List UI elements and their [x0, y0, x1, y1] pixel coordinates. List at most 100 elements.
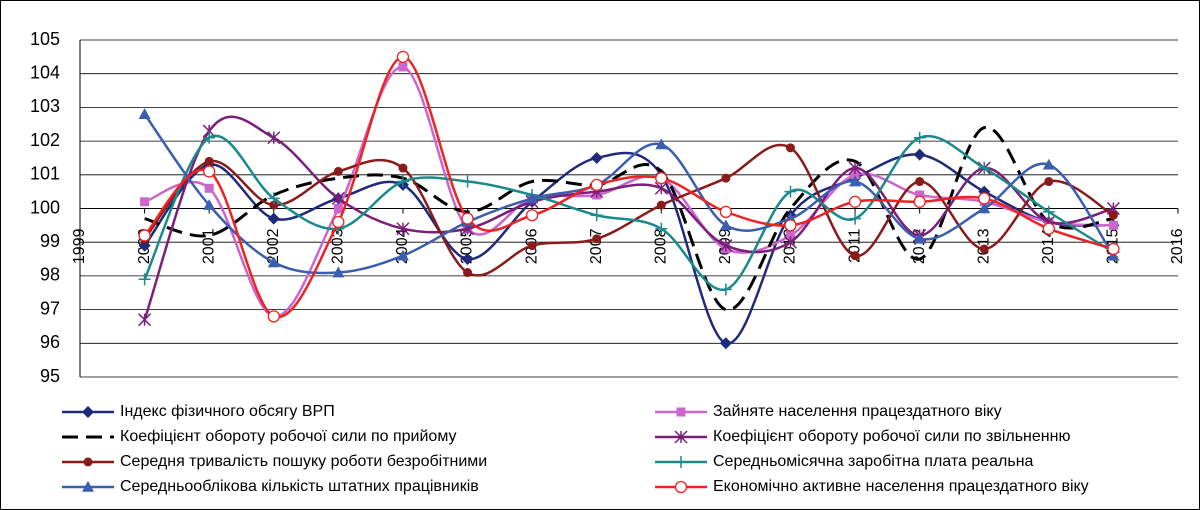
marker	[979, 244, 989, 254]
marker	[1107, 242, 1120, 256]
marker	[82, 481, 94, 492]
marker	[674, 480, 688, 494]
marker	[784, 219, 797, 232]
x-tick-label: 2016	[1169, 228, 1186, 264]
marker	[1042, 222, 1055, 235]
marker	[913, 131, 926, 144]
marker	[849, 175, 862, 187]
y-tick-label: 104	[30, 62, 60, 82]
marker	[461, 253, 474, 266]
marker	[719, 337, 732, 350]
marker	[269, 200, 279, 210]
marker	[138, 239, 151, 252]
legend-item: Економічно активне населення працездатно…	[655, 478, 1089, 495]
marker	[655, 222, 668, 235]
x-tick-label: 2008	[653, 228, 670, 264]
marker	[850, 251, 860, 261]
series-line	[144, 126, 1114, 312]
marker	[848, 161, 862, 175]
x-tick-label: 2003	[330, 228, 347, 264]
marker	[398, 62, 408, 72]
marker	[848, 195, 862, 208]
marker	[978, 202, 991, 214]
marker	[267, 212, 280, 225]
marker	[590, 178, 603, 192]
legend-label: Коефіцієнт обороту робочої сили по звіль…	[713, 428, 1070, 445]
y-tick-label: 98	[40, 265, 60, 285]
marker	[463, 268, 473, 278]
marker	[396, 175, 409, 188]
legend-item: Коефіцієнт обороту робочої сили по звіль…	[655, 428, 1070, 445]
marker	[719, 219, 732, 231]
marker	[398, 163, 408, 173]
marker	[203, 131, 216, 144]
series-line	[144, 65, 1114, 318]
series-line	[143, 113, 1115, 275]
marker	[82, 406, 94, 418]
marker	[978, 162, 991, 175]
y-tick-label: 100	[30, 197, 60, 217]
marker	[138, 273, 151, 286]
series-line	[143, 143, 1115, 277]
marker	[525, 209, 539, 222]
legend-item: Середня тривалість пошуку роботи безробі…	[62, 453, 487, 470]
marker	[267, 131, 281, 145]
marker	[267, 192, 280, 205]
marker	[1042, 158, 1055, 170]
marker	[138, 108, 151, 119]
marker	[267, 256, 280, 268]
marker	[396, 50, 410, 63]
marker	[331, 191, 345, 205]
marker	[915, 190, 925, 200]
y-tick-label: 97	[40, 298, 60, 318]
legend-label: Середньомісячна заробітна плата реальна	[713, 453, 1034, 470]
series-line	[143, 134, 1115, 291]
marker	[333, 166, 343, 176]
marker	[913, 232, 926, 244]
legend-item: Коефіцієнт обороту робочої сили по прийо…	[62, 428, 457, 445]
marker	[913, 148, 926, 161]
marker	[785, 143, 795, 153]
x-tick-label: 2014	[1040, 228, 1057, 264]
marker	[719, 205, 733, 219]
marker	[203, 199, 216, 210]
x-tick-label: 2005	[459, 228, 476, 264]
marker	[204, 183, 214, 193]
marker	[719, 239, 733, 253]
marker	[203, 165, 216, 178]
marker	[590, 151, 603, 164]
marker	[1108, 220, 1118, 230]
marker	[526, 192, 539, 204]
marker	[267, 310, 280, 323]
marker	[915, 177, 925, 187]
marker	[590, 209, 603, 222]
marker	[656, 200, 666, 210]
legend: Індекс фізичного обсягу ВРП Зайняте насел…	[62, 403, 1089, 495]
legend-label: Економічно активне населення працездатно…	[713, 478, 1089, 495]
marker	[675, 456, 687, 468]
legend-item: Середньомісячна заробітна плата реальна	[655, 453, 1034, 470]
marker	[592, 234, 602, 244]
marker	[913, 195, 926, 208]
marker	[332, 266, 345, 278]
marker	[849, 212, 862, 225]
x-tick-label: 2002	[265, 228, 282, 264]
marker	[138, 313, 152, 327]
marker	[333, 204, 343, 213]
marker	[83, 457, 93, 467]
marker	[138, 229, 151, 242]
marker	[527, 241, 537, 251]
marker	[655, 138, 668, 150]
marker	[140, 197, 150, 207]
marker	[332, 215, 345, 229]
x-tick-label: 1999	[71, 228, 88, 264]
y-tick-label: 96	[40, 332, 60, 352]
legend-item: Зайняте населення працездатного віку	[655, 403, 1002, 420]
marker	[461, 212, 474, 225]
legend-label: Індекс фізичного обсягу ВРП	[120, 403, 335, 420]
legend-item: Індекс фізичного обсягу ВРП	[62, 403, 335, 420]
legend-label: Зайняте населення працездатного віку	[713, 403, 1002, 420]
x-tick-label: 2007	[588, 228, 605, 264]
